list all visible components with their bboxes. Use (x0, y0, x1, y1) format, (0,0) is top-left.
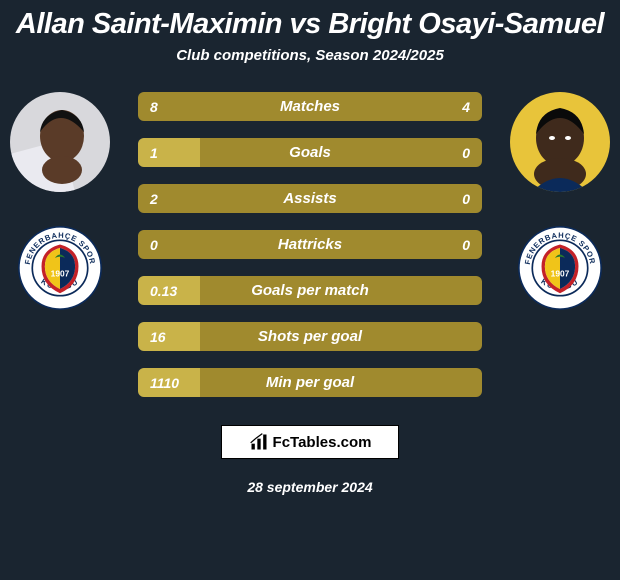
stat-label: Matches (280, 98, 340, 115)
stat-row: 2 Assists 0 (138, 184, 482, 213)
page-title: Allan Saint-Maximin vs Bright Osayi-Samu… (0, 0, 620, 47)
stat-value-left: 2 (150, 191, 190, 207)
stat-value-left: 8 (150, 99, 190, 115)
stat-row: 0 Hattricks 0 (138, 230, 482, 259)
svg-text:1907: 1907 (551, 268, 570, 278)
comparison-area: FENERBAHÇE SPOR KULÜBÜ 1907 FENERBAHÇE S… (0, 92, 620, 397)
svg-text:1907: 1907 (51, 268, 70, 278)
footer-brand-badge: FcTables.com (221, 425, 399, 459)
player-left-avatar (10, 92, 110, 192)
player-right-avatar (510, 92, 610, 192)
stat-value-right: 0 (430, 191, 470, 207)
stat-row: 16 Shots per goal (138, 322, 482, 351)
stat-label: Goals per match (251, 282, 369, 299)
stat-value-left: 1110 (150, 375, 190, 391)
stat-value-right: 4 (430, 99, 470, 115)
stats-list: 8 Matches 4 1 Goals 0 2 Assists 0 0 Hattricks 0 0.13… (138, 92, 482, 397)
stat-value-right: 0 (430, 237, 470, 253)
footer-brand-label: FcTables.com (273, 434, 372, 451)
stat-label: Min per goal (266, 374, 354, 391)
stat-label: Shots per goal (258, 328, 362, 345)
stat-value-left: 0.13 (150, 283, 190, 299)
generation-date: 28 september 2024 (0, 479, 620, 495)
stat-row: 8 Matches 4 (138, 92, 482, 121)
stat-label: Goals (289, 144, 331, 161)
stat-value-left: 0 (150, 237, 190, 253)
stat-label: Assists (283, 190, 336, 207)
club-crest-left: FENERBAHÇE SPOR KULÜBÜ 1907 (18, 226, 102, 310)
player-right-portrait-icon (510, 92, 610, 192)
fenerbahce-crest-icon: FENERBAHÇE SPOR KULÜBÜ 1907 (18, 226, 102, 310)
stat-row: 0.13 Goals per match (138, 276, 482, 305)
stat-value-left: 1 (150, 145, 190, 161)
stat-value-right: 0 (430, 145, 470, 161)
stat-label: Hattricks (278, 236, 342, 253)
stat-row: 1 Goals 0 (138, 138, 482, 167)
stat-row: 1110 Min per goal (138, 368, 482, 397)
club-crest-right: FENERBAHÇE SPOR KULÜBÜ 1907 (518, 226, 602, 310)
stat-value-left: 16 (150, 329, 190, 345)
fenerbahce-crest-icon: FENERBAHÇE SPOR KULÜBÜ 1907 (518, 226, 602, 310)
page-subtitle: Club competitions, Season 2024/2025 (0, 47, 620, 92)
player-left-portrait-icon (10, 92, 110, 192)
bar-chart-icon (249, 432, 269, 452)
